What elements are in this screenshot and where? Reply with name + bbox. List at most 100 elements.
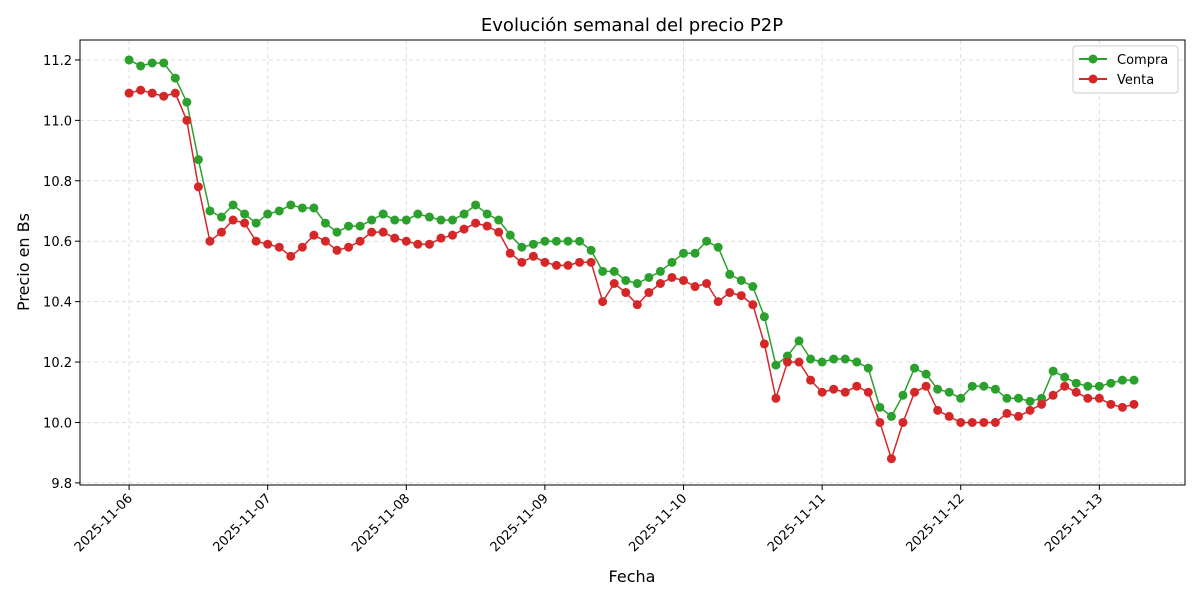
data-point-venta: [690, 282, 700, 292]
data-point-venta: [1129, 399, 1139, 409]
data-point-venta: [355, 236, 365, 246]
legend-label-venta: Venta: [1117, 73, 1154, 88]
data-point-venta: [205, 236, 215, 246]
data-point-compra: [390, 215, 400, 225]
x-tick-label: 2025-11-07: [210, 491, 274, 555]
data-point-compra: [655, 266, 665, 276]
data-point-compra: [216, 212, 226, 222]
data-point-venta: [736, 291, 746, 301]
data-point-venta: [644, 288, 654, 298]
data-point-venta: [286, 251, 296, 261]
data-point-venta: [782, 357, 792, 367]
data-point-venta: [482, 221, 492, 231]
data-point-venta: [655, 278, 665, 288]
data-point-venta: [436, 233, 446, 243]
data-point-venta: [332, 245, 342, 255]
x-tick-label: 2025-11-06: [72, 491, 136, 555]
data-point-compra: [344, 221, 354, 231]
data-point-venta: [390, 233, 400, 243]
legend-label-compra: Compra: [1117, 53, 1168, 68]
data-point-compra: [309, 203, 319, 213]
data-point-compra: [667, 257, 677, 267]
data-point-compra: [459, 209, 469, 219]
data-point-venta: [759, 339, 769, 349]
data-point-venta: [1048, 390, 1058, 400]
y-tick-label: 9.8: [51, 477, 72, 492]
data-point-venta: [320, 236, 330, 246]
data-point-venta: [725, 288, 735, 298]
data-point-venta: [598, 297, 608, 307]
data-point-compra: [378, 209, 388, 219]
data-point-venta: [228, 215, 238, 225]
data-point-venta: [990, 417, 1000, 427]
data-point-venta: [794, 357, 804, 367]
data-point-venta: [263, 239, 273, 249]
data-point-compra: [817, 357, 827, 367]
y-tick-label: 10.2: [43, 356, 72, 371]
data-point-venta: [1037, 399, 1047, 409]
data-point-compra: [528, 239, 538, 249]
data-point-compra: [182, 97, 192, 107]
data-point-venta: [702, 278, 712, 288]
data-point-venta: [251, 236, 261, 246]
data-point-compra: [551, 236, 561, 246]
data-point-compra: [702, 236, 712, 246]
data-point-venta: [378, 227, 388, 237]
y-tick-label: 11.0: [43, 114, 72, 129]
data-point-venta: [667, 272, 677, 282]
data-point-compra: [159, 58, 169, 68]
data-point-compra: [240, 209, 250, 219]
series-compra: [124, 55, 1139, 421]
data-point-venta: [448, 230, 458, 240]
data-point-compra: [494, 215, 504, 225]
legend: Compra Venta: [1072, 45, 1179, 94]
data-point-venta: [1106, 399, 1116, 409]
data-point-compra: [1025, 396, 1035, 406]
x-axis-label: Fecha: [609, 567, 656, 586]
data-point-compra: [736, 275, 746, 285]
data-point-venta: [136, 85, 146, 95]
data-point-venta: [424, 239, 434, 249]
data-point-compra: [263, 209, 273, 219]
data-point-compra: [147, 58, 157, 68]
y-tick-label: 10.8: [43, 175, 72, 190]
data-point-compra: [944, 387, 954, 397]
data-point-venta: [967, 417, 977, 427]
data-point-compra: [505, 230, 515, 240]
data-point-venta: [1060, 381, 1070, 391]
data-point-compra: [910, 363, 920, 373]
data-point-compra: [990, 384, 1000, 394]
data-point-compra: [806, 354, 816, 364]
data-point-compra: [540, 236, 550, 246]
data-point-compra: [517, 242, 527, 252]
data-point-compra: [586, 245, 596, 255]
data-point-compra: [563, 236, 573, 246]
x-tick-label: 2025-11-12: [904, 491, 968, 555]
data-point-venta: [517, 257, 527, 267]
data-point-venta: [216, 227, 226, 237]
data-point-compra: [124, 55, 134, 65]
x-tick-label: 2025-11-08: [349, 491, 413, 555]
legend-marker-compra: [1088, 54, 1098, 64]
data-point-compra: [794, 336, 804, 346]
data-point-venta: [1071, 387, 1081, 397]
data-point-compra: [355, 221, 365, 231]
data-point-compra: [1094, 381, 1104, 391]
y-tick-label: 10.4: [43, 296, 72, 311]
data-point-compra: [424, 212, 434, 222]
data-point-venta: [632, 300, 642, 310]
data-point-compra: [759, 312, 769, 322]
series-line-venta: [128, 89, 1135, 462]
data-point-compra: [967, 381, 977, 391]
data-point-compra: [286, 200, 296, 210]
data-point-venta: [621, 288, 631, 298]
data-point-venta: [679, 275, 689, 285]
data-point-compra: [632, 278, 642, 288]
data-point-venta: [193, 182, 203, 192]
data-point-venta: [505, 248, 515, 258]
data-point-compra: [840, 354, 850, 364]
y-tick-label: 11.2: [43, 54, 72, 69]
data-point-venta: [875, 417, 885, 427]
